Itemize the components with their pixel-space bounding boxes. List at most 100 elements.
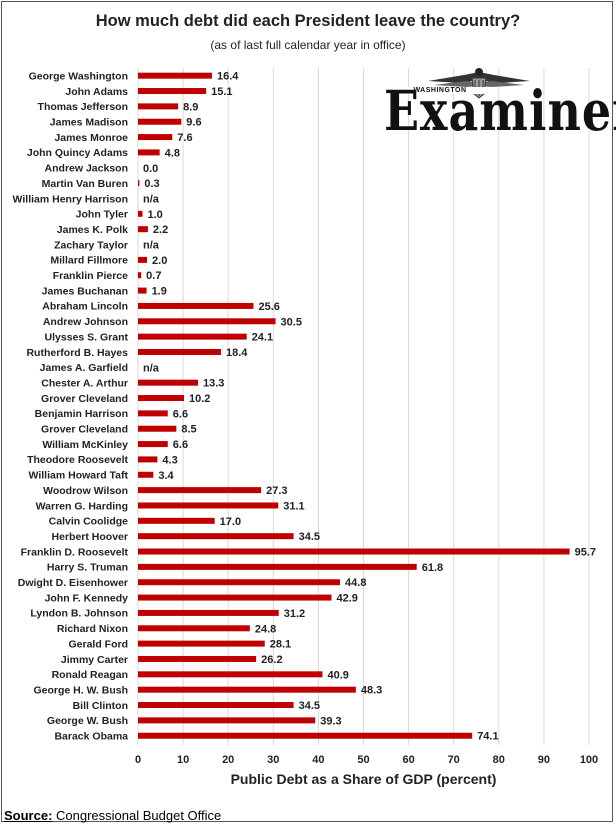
category-label: Harry S. Truman (47, 562, 128, 574)
category-label: Millard Fillmore (50, 255, 128, 267)
data-label: 17.0 (220, 516, 241, 528)
data-label: 40.9 (327, 669, 348, 681)
bar (138, 502, 279, 509)
x-tick-label: 50 (357, 754, 369, 766)
category-labels: George Washington John Adams Thomas Jeffer… (13, 70, 129, 742)
category-label: Abraham Lincoln (42, 301, 128, 313)
category-label: Jimmy Carter (61, 654, 128, 666)
category-label: Zachary Taylor (54, 239, 128, 251)
logo-washington-text: WASHINGTON (384, 87, 496, 94)
data-label: 42.9 (336, 593, 357, 605)
bar (138, 302, 254, 309)
category-label: Richard Nixon (57, 623, 128, 635)
data-label: 2.2 (153, 224, 168, 236)
data-label: 16.4 (217, 71, 239, 83)
bar (138, 318, 276, 325)
bar (138, 533, 294, 540)
bar (138, 625, 250, 632)
category-label: John F. Kennedy (45, 592, 129, 604)
category-label: John Quincy Adams (27, 147, 128, 159)
bar (138, 655, 257, 662)
source-text: Congressional Budget Office (52, 808, 222, 823)
data-label: 74.1 (477, 731, 498, 743)
bar (138, 272, 142, 279)
bar (138, 287, 147, 294)
bar (138, 88, 207, 95)
data-label: 15.1 (211, 86, 232, 98)
category-label: Thomas Jefferson (38, 101, 128, 113)
bar (138, 732, 473, 739)
category-label: Dwight D. Eisenhower (18, 577, 128, 589)
category-label: George Washington (29, 70, 128, 82)
data-label: 7.6 (177, 132, 192, 144)
bar (138, 72, 212, 79)
data-label: 61.8 (422, 562, 443, 574)
x-tick-label: 10 (177, 754, 189, 766)
data-label: 6.6 (173, 408, 188, 420)
bar (138, 149, 160, 156)
chart-title: How much debt did each President leave t… (95, 12, 521, 30)
category-label: James A. Garfield (40, 362, 128, 374)
bar (138, 379, 198, 386)
bar (138, 594, 332, 601)
category-label: Franklin Pierce (53, 270, 128, 282)
bar (138, 579, 341, 586)
category-label: Benjamin Harrison (35, 408, 128, 420)
bar (138, 256, 148, 263)
category-label: Herbert Hoover (52, 531, 128, 543)
data-label: 1.0 (148, 209, 163, 221)
washington-examiner-logo: WASHINGTON Examiner (384, 66, 616, 144)
category-label: Andrew Johnson (43, 316, 128, 328)
data-label: n/a (143, 193, 160, 205)
category-label: Ulysses S. Grant (45, 331, 129, 343)
x-tick-label: 40 (312, 754, 324, 766)
category-label: William Henry Harrison (13, 193, 128, 205)
data-label: 31.1 (283, 500, 304, 512)
bar (138, 471, 154, 478)
logo-examiner-text: Examiner (384, 78, 616, 143)
bar (138, 563, 417, 570)
data-label: 13.3 (203, 378, 224, 390)
data-label: 31.2 (284, 608, 305, 620)
x-tick-label: 80 (493, 754, 505, 766)
data-label: 26.2 (261, 654, 282, 666)
data-label: 39.3 (320, 715, 341, 727)
source-note: Source: Congressional Budget Office (4, 808, 221, 823)
data-labels: 16.4 15.1 8.9 9.6 7.6 4.8 0.0 0.3 n/a 1.0 2.2 n/a 2.… (143, 71, 596, 743)
category-label: Woodrow Wilson (43, 485, 128, 497)
x-axis-label: Public Debt as a Share of GDP (percent) (230, 771, 497, 787)
category-label: Martin Van Buren (42, 178, 128, 190)
data-label: 0.0 (143, 163, 158, 175)
bar (138, 395, 185, 402)
category-label: Barack Obama (54, 731, 128, 743)
category-label: William McKinley (42, 439, 128, 451)
bar (138, 226, 148, 233)
data-label: n/a (143, 240, 160, 252)
data-label: 10.2 (189, 393, 210, 405)
category-label: John Adams (65, 86, 128, 98)
data-label: 1.9 (152, 286, 167, 298)
bar (138, 517, 215, 524)
category-label: Andrew Jackson (45, 163, 128, 175)
category-label: Chester A. Arthur (41, 377, 128, 389)
bar (138, 425, 177, 432)
bar (138, 548, 570, 555)
data-label: 30.5 (281, 316, 302, 328)
data-label: 44.8 (345, 577, 366, 589)
bar (138, 487, 262, 494)
source-label: Source: (4, 808, 53, 823)
data-label: 24.8 (255, 623, 276, 635)
category-label: Gerald Ford (68, 638, 128, 650)
category-label: Franklin D. Roosevelt (21, 546, 129, 558)
data-label: 8.5 (181, 424, 196, 436)
data-label: 6.6 (173, 439, 188, 451)
data-label: 95.7 (575, 547, 596, 559)
gridlines (137, 68, 590, 745)
bar (138, 348, 221, 355)
chart-subtitle: (as of last full calendar year in office… (210, 38, 406, 52)
category-label: Ronald Reagan (52, 669, 128, 681)
bar (138, 333, 247, 340)
x-tick-label: 100 (580, 754, 598, 766)
bar (138, 134, 173, 141)
category-label: James K. Polk (57, 224, 128, 236)
